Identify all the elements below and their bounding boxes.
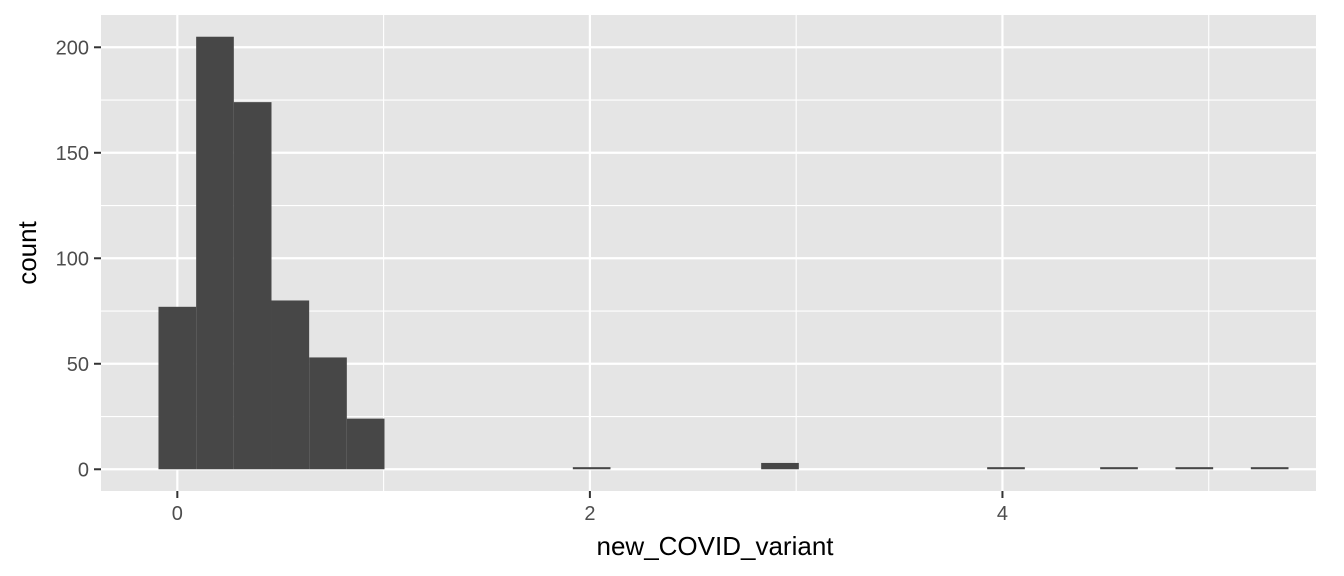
histogram-bar — [572, 467, 611, 470]
histogram-bars — [158, 36, 1289, 470]
x-tick-label: 4 — [997, 503, 1008, 525]
histogram-bar — [158, 306, 197, 470]
x-tick-label: 2 — [584, 503, 595, 525]
x-axis-title: new_COVID_variant — [597, 531, 835, 561]
x-axis-ticks: 0 2 4 — [172, 491, 1008, 525]
y-tick-label: 0 — [78, 459, 89, 481]
histogram-bar — [761, 462, 799, 470]
histogram-bar — [346, 418, 385, 470]
x-tick-label: 0 — [172, 503, 183, 525]
y-tick-label: 100 — [56, 248, 89, 270]
y-tick-label: 150 — [56, 143, 89, 165]
histogram-bar — [1100, 467, 1138, 470]
histogram-bar — [1250, 467, 1289, 470]
histogram-bar — [196, 36, 234, 470]
y-tick-label: 200 — [56, 37, 89, 59]
y-axis-title: count — [12, 220, 42, 284]
histogram-bar — [271, 300, 310, 470]
y-axis-ticks: 0 50 100 150 200 — [56, 37, 101, 481]
y-tick-label: 50 — [67, 354, 89, 376]
histogram-bar — [233, 102, 272, 470]
histogram-bar — [309, 357, 347, 470]
histogram-bar — [987, 467, 1025, 470]
histogram-bar — [1175, 467, 1214, 470]
